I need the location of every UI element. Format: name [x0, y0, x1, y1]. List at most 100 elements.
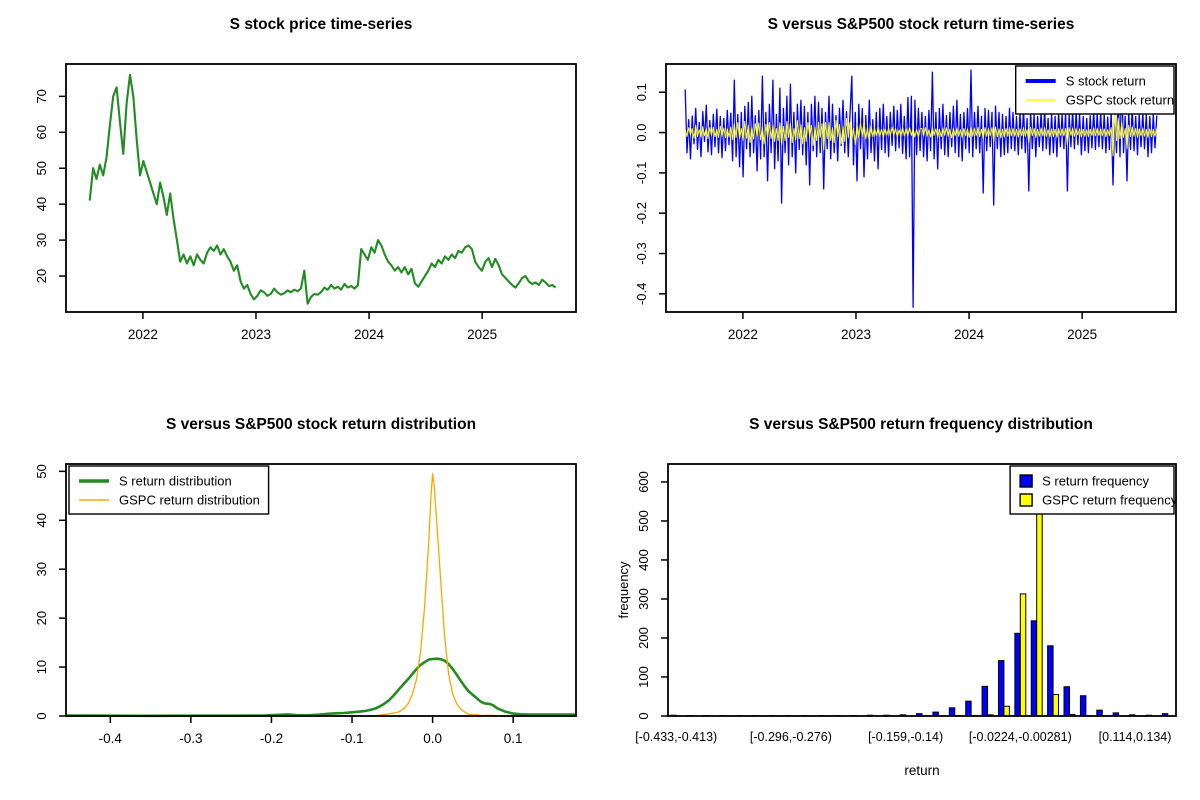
bin-label: [-0.433,-0.413) [635, 730, 717, 744]
y-axis-label: frequency [616, 561, 631, 619]
x-tick-label: -0.1 [340, 731, 363, 746]
y-tick-label: 40 [34, 197, 49, 211]
y-tick-label: -0.3 [634, 242, 649, 264]
y-tick-label: 500 [636, 510, 651, 532]
x-tick-label: 2022 [728, 327, 758, 342]
series-line-gspc-stock-return [684, 111, 1158, 157]
y-tick-label: 70 [34, 89, 49, 103]
plot-frame [65, 463, 577, 717]
bar-gspc-return-frequency [1003, 705, 1010, 717]
x-tick-label: 2023 [841, 327, 871, 342]
y-axis: 0 10 20 30 40 50 [34, 464, 66, 720]
x-tick-label: 2024 [954, 327, 985, 342]
y-tick-label: 100 [636, 666, 651, 688]
legend: S return frequency GSPC return frequency [1009, 465, 1178, 515]
bin-label: [0.114,0.134) [1099, 730, 1172, 744]
legend-label: S stock return [1066, 74, 1146, 89]
y-tick-label: 0 [34, 712, 49, 719]
x-tick-label: -0.4 [99, 731, 123, 746]
bin-label-axis: [-0.433,-0.413) [-0.296,-0.276) [-0.159,-0… [635, 730, 1171, 744]
bar-s-return-frequency [1079, 695, 1087, 717]
legend-label: S return distribution [119, 474, 232, 489]
y-tick-label: -0.2 [634, 202, 649, 224]
histogram-chart-title: S versus S&P500 return frequency distrib… [749, 416, 1093, 433]
plot-frame [65, 63, 577, 313]
panel-frequency-histogram: S versus S&P500 return frequency distrib… [600, 400, 1200, 800]
plot-frame [667, 463, 1177, 717]
y-tick-label: 0.1 [634, 83, 649, 101]
legend-label: GSPC stock return [1066, 93, 1174, 108]
plot-frame [665, 63, 1177, 313]
x-tick-label: 0.0 [423, 731, 442, 746]
legend: S return distribution GSPC return distrib… [68, 465, 270, 515]
return-chart-title: S versus S&P500 stock return time-series [767, 16, 1075, 33]
x-tick-label: 2023 [241, 327, 271, 342]
y-tick-label: 600 [636, 471, 651, 493]
legend-label: GSPC return frequency [1042, 493, 1178, 508]
distribution-chart-canvas: 0 10 20 30 40 50 -0.4 -0.3 -0.2 -0.1 0.0 0.1 S retur… [34, 463, 577, 746]
y-tick-label: 10 [34, 660, 49, 674]
bar-s-return-frequency [1063, 686, 1070, 717]
y-axis: 0.1 0.0 -0.1 -0.2 -0.3 -0.4 [634, 83, 666, 305]
y-tick-label: 400 [636, 549, 651, 571]
y-axis: 0 100 200 300 400 500 600 [636, 471, 668, 720]
x-axis: -0.4 -0.3 -0.2 -0.1 0.0 0.1 [99, 716, 523, 746]
y-tick-label: 20 [34, 269, 49, 283]
panel-return-timeseries: S versus S&P500 stock return time-series… [600, 0, 1200, 400]
legend-box [68, 465, 270, 515]
bin-label: [-0.0224,-0.00281) [969, 730, 1072, 744]
y-tick-label: 50 [34, 464, 49, 478]
legend-box [1009, 465, 1175, 515]
series-line-s-stock-price [88, 73, 557, 305]
x-tick-label: 2024 [354, 327, 385, 342]
y-tick-label: 0 [636, 712, 651, 719]
bar-s-return-frequency [965, 700, 972, 717]
y-tick-label: 200 [636, 627, 651, 649]
bin-label: [-0.296,-0.276) [750, 730, 832, 744]
y-tick-label: 0.0 [634, 124, 649, 142]
y-tick-label: 40 [34, 513, 49, 527]
x-tick-label: -0.3 [179, 731, 202, 746]
bar-s-return-frequency [1030, 620, 1038, 717]
bar-s-return-frequency [997, 660, 1005, 717]
legend: S stock return GSPC stock return [1015, 65, 1175, 115]
panel-price-timeseries: S stock price time-series 20 30 40 50 60 70 20… [0, 0, 600, 400]
legend-rect-swatch [1019, 493, 1033, 507]
x-tick-label: 2025 [1067, 327, 1097, 342]
legend-label: GSPC return distribution [119, 493, 260, 508]
x-tick-label: 2025 [467, 327, 497, 342]
y-tick-label: 30 [34, 562, 49, 576]
legend-rect-swatch [1019, 474, 1033, 488]
legend-label: S return frequency [1042, 474, 1149, 489]
y-tick-label: -0.1 [634, 162, 649, 184]
price-chart-title: S stock price time-series [229, 16, 413, 33]
panel-return-distribution: S versus S&P500 stock return distributio… [0, 400, 600, 800]
y-tick-label: 20 [34, 611, 49, 625]
y-tick-label: 50 [34, 161, 49, 175]
bin-label: [-0.159,-0.14) [868, 730, 943, 744]
bar-gspc-return-frequency [1019, 593, 1027, 717]
bar-s-return-frequency [1014, 632, 1021, 717]
bar-s-return-frequency [981, 685, 989, 717]
y-tick-label: 300 [636, 588, 651, 610]
x-tick-label: 0.1 [504, 731, 523, 746]
price-chart-canvas: 20 30 40 50 60 70 2022 2023 2024 2025 [34, 63, 577, 342]
x-tick-label: -0.2 [260, 731, 283, 746]
x-axis: 2022 2023 2024 2025 [128, 312, 497, 342]
distribution-chart-title: S versus S&P500 stock return distributio… [165, 416, 477, 433]
y-axis: 20 30 40 50 60 70 [34, 89, 66, 283]
bar-gspc-return-frequency [1052, 694, 1060, 717]
histogram-chart-canvas: 0 100 200 300 400 500 600 [-0.433,-0.413) [-0.29… [616, 463, 1178, 778]
y-tick-label: 30 [34, 233, 49, 247]
series-line-gspc-return-distribution [66, 473, 576, 717]
x-axis: 2022 2023 2024 2025 [728, 312, 1097, 342]
y-tick-label: -0.4 [634, 283, 649, 305]
x-axis-label: return [904, 763, 939, 778]
legend-box [1015, 65, 1175, 115]
bar-s-return-frequency [1047, 645, 1054, 717]
x-tick-label: 2022 [128, 327, 158, 342]
y-tick-label: 60 [34, 125, 49, 139]
return-chart-canvas: 0.1 0.0 -0.1 -0.2 -0.3 -0.4 2022 2023 2024 2025 S … [634, 63, 1177, 342]
series-line-s-return-distribution [65, 657, 577, 718]
